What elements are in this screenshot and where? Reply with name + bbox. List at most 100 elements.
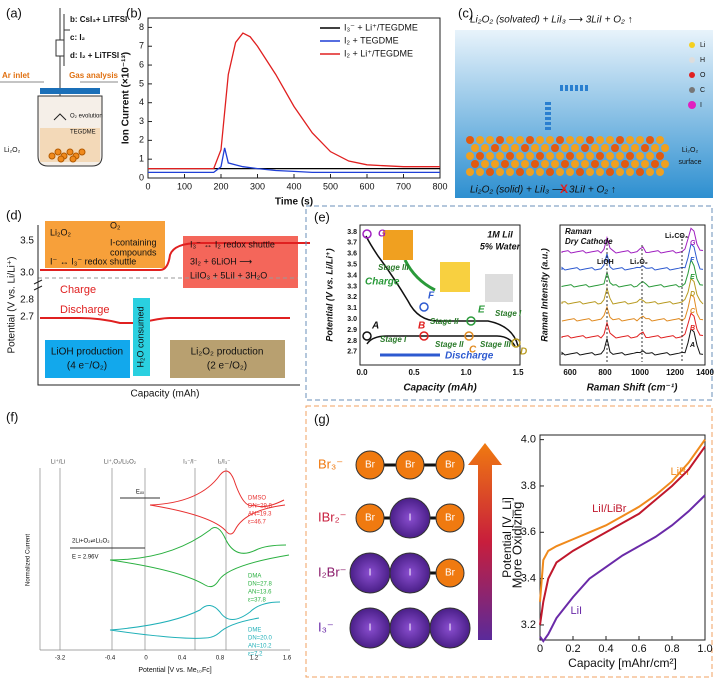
label: Ar inlet — [2, 71, 30, 80]
atom — [631, 160, 639, 168]
atom — [546, 152, 554, 160]
label: Li⁺,O₂/Li₂O₂ — [104, 459, 137, 466]
label: DN=20.0 — [248, 636, 273, 642]
label: I₂Br⁻ — [318, 564, 347, 579]
atom — [636, 152, 644, 160]
x-tick-label: 800 — [432, 181, 447, 191]
atom — [501, 144, 509, 152]
atom — [481, 160, 489, 168]
label: 2Li+O₂⇌Li₂O₂ — [72, 539, 110, 545]
label: 2.8 — [347, 338, 357, 345]
y-tick-label: 3.4 — [521, 573, 536, 585]
label: Stage III — [378, 263, 409, 272]
label: D — [520, 347, 527, 358]
label: Li₂O₂ — [50, 227, 71, 237]
atom — [576, 136, 584, 144]
y-tick-label: 7 — [139, 41, 144, 51]
atom — [501, 160, 509, 168]
atom — [566, 152, 574, 160]
label: I-containing — [110, 237, 157, 247]
label: A — [689, 342, 695, 349]
atom — [389, 497, 431, 539]
x-tick-label: 500 — [323, 181, 338, 191]
label: Stage I — [380, 335, 407, 344]
atom — [621, 160, 629, 168]
atom — [355, 503, 385, 533]
label: Charge — [365, 277, 400, 288]
label: Li₂O₂ — [4, 147, 21, 154]
atom — [536, 136, 544, 144]
label: 3.8 — [347, 229, 357, 236]
label: Li₂CO₃ — [665, 233, 688, 240]
label: H — [700, 57, 705, 64]
atom — [506, 136, 514, 144]
label: 1.5 — [512, 368, 524, 377]
atom — [395, 450, 425, 480]
atom — [606, 136, 614, 144]
label: 0.4 — [178, 656, 187, 662]
atom — [576, 168, 584, 176]
y-tick-label: 3.2 — [521, 619, 536, 631]
atom — [646, 168, 654, 176]
atom — [581, 160, 589, 168]
label: ε=46.7 — [248, 520, 267, 526]
atom — [596, 168, 604, 176]
label: -0.4 — [105, 656, 116, 662]
atom — [435, 558, 465, 588]
atom — [656, 152, 664, 160]
atom — [661, 144, 669, 152]
label: More Oxidizing — [509, 502, 524, 589]
label: 3.1 — [347, 305, 357, 312]
spectrum — [561, 293, 704, 322]
x-tick-label: 1.0 — [697, 643, 712, 655]
atom — [476, 136, 484, 144]
label: 5% Water — [480, 241, 521, 251]
line — [148, 32, 440, 170]
label: Raman — [565, 227, 592, 236]
label: 2.7 — [20, 312, 34, 323]
spectrum — [561, 328, 704, 356]
panel-e-shapes — [305, 205, 713, 401]
atom — [616, 152, 624, 160]
y-tick-label: 8 — [139, 22, 144, 32]
label: Raman Intensity (a.u.) — [539, 248, 549, 342]
atom — [536, 168, 544, 176]
label: 800 — [598, 368, 612, 377]
label: 1000 — [631, 368, 649, 377]
label: Eₒₓ — [136, 490, 144, 496]
legend-atoms — [688, 42, 696, 109]
x-tick-label: 0.8 — [664, 643, 679, 655]
label: Discharge — [445, 351, 494, 362]
label: 3I₂ + 6LiOH ⟶ — [190, 256, 252, 266]
label: Normalized Current — [26, 534, 32, 586]
label: DMA — [248, 574, 261, 580]
label: Br — [365, 513, 376, 524]
label: 2.9 — [347, 327, 357, 334]
atom — [496, 152, 504, 160]
label: Br — [445, 513, 456, 524]
label: 3.5 — [347, 262, 357, 269]
atom — [651, 144, 659, 152]
x-tick-label: 0.4 — [598, 643, 613, 655]
x-tick-label: 600 — [359, 181, 374, 191]
label: E = 2.96V — [72, 555, 99, 561]
atom — [516, 136, 524, 144]
y-axis-label: Ion Current (×10⁻¹³) — [121, 52, 132, 144]
label: Br — [405, 460, 416, 471]
label: I₃⁻/I⁻ — [183, 460, 197, 466]
atom — [491, 160, 499, 168]
atom — [481, 144, 489, 152]
atom — [551, 160, 559, 168]
label: 1.0 — [460, 368, 472, 377]
label: Potential (V vs. Li/Li⁺) — [324, 248, 334, 341]
label: Raman Shift (cm⁻¹) — [587, 383, 679, 394]
label: DN=29.8 — [248, 504, 273, 510]
label: Li₂O₂ (solid) + LiI₃ ⟶ 3LiI + O₂ ↑ — [470, 185, 616, 196]
atom — [606, 168, 614, 176]
atom — [551, 144, 559, 152]
atom — [526, 168, 534, 176]
y-axis-label: Potential [V_Li] — [500, 497, 514, 578]
label: Br₃⁻ — [318, 456, 343, 471]
label: B — [690, 325, 695, 332]
atom — [429, 607, 471, 649]
